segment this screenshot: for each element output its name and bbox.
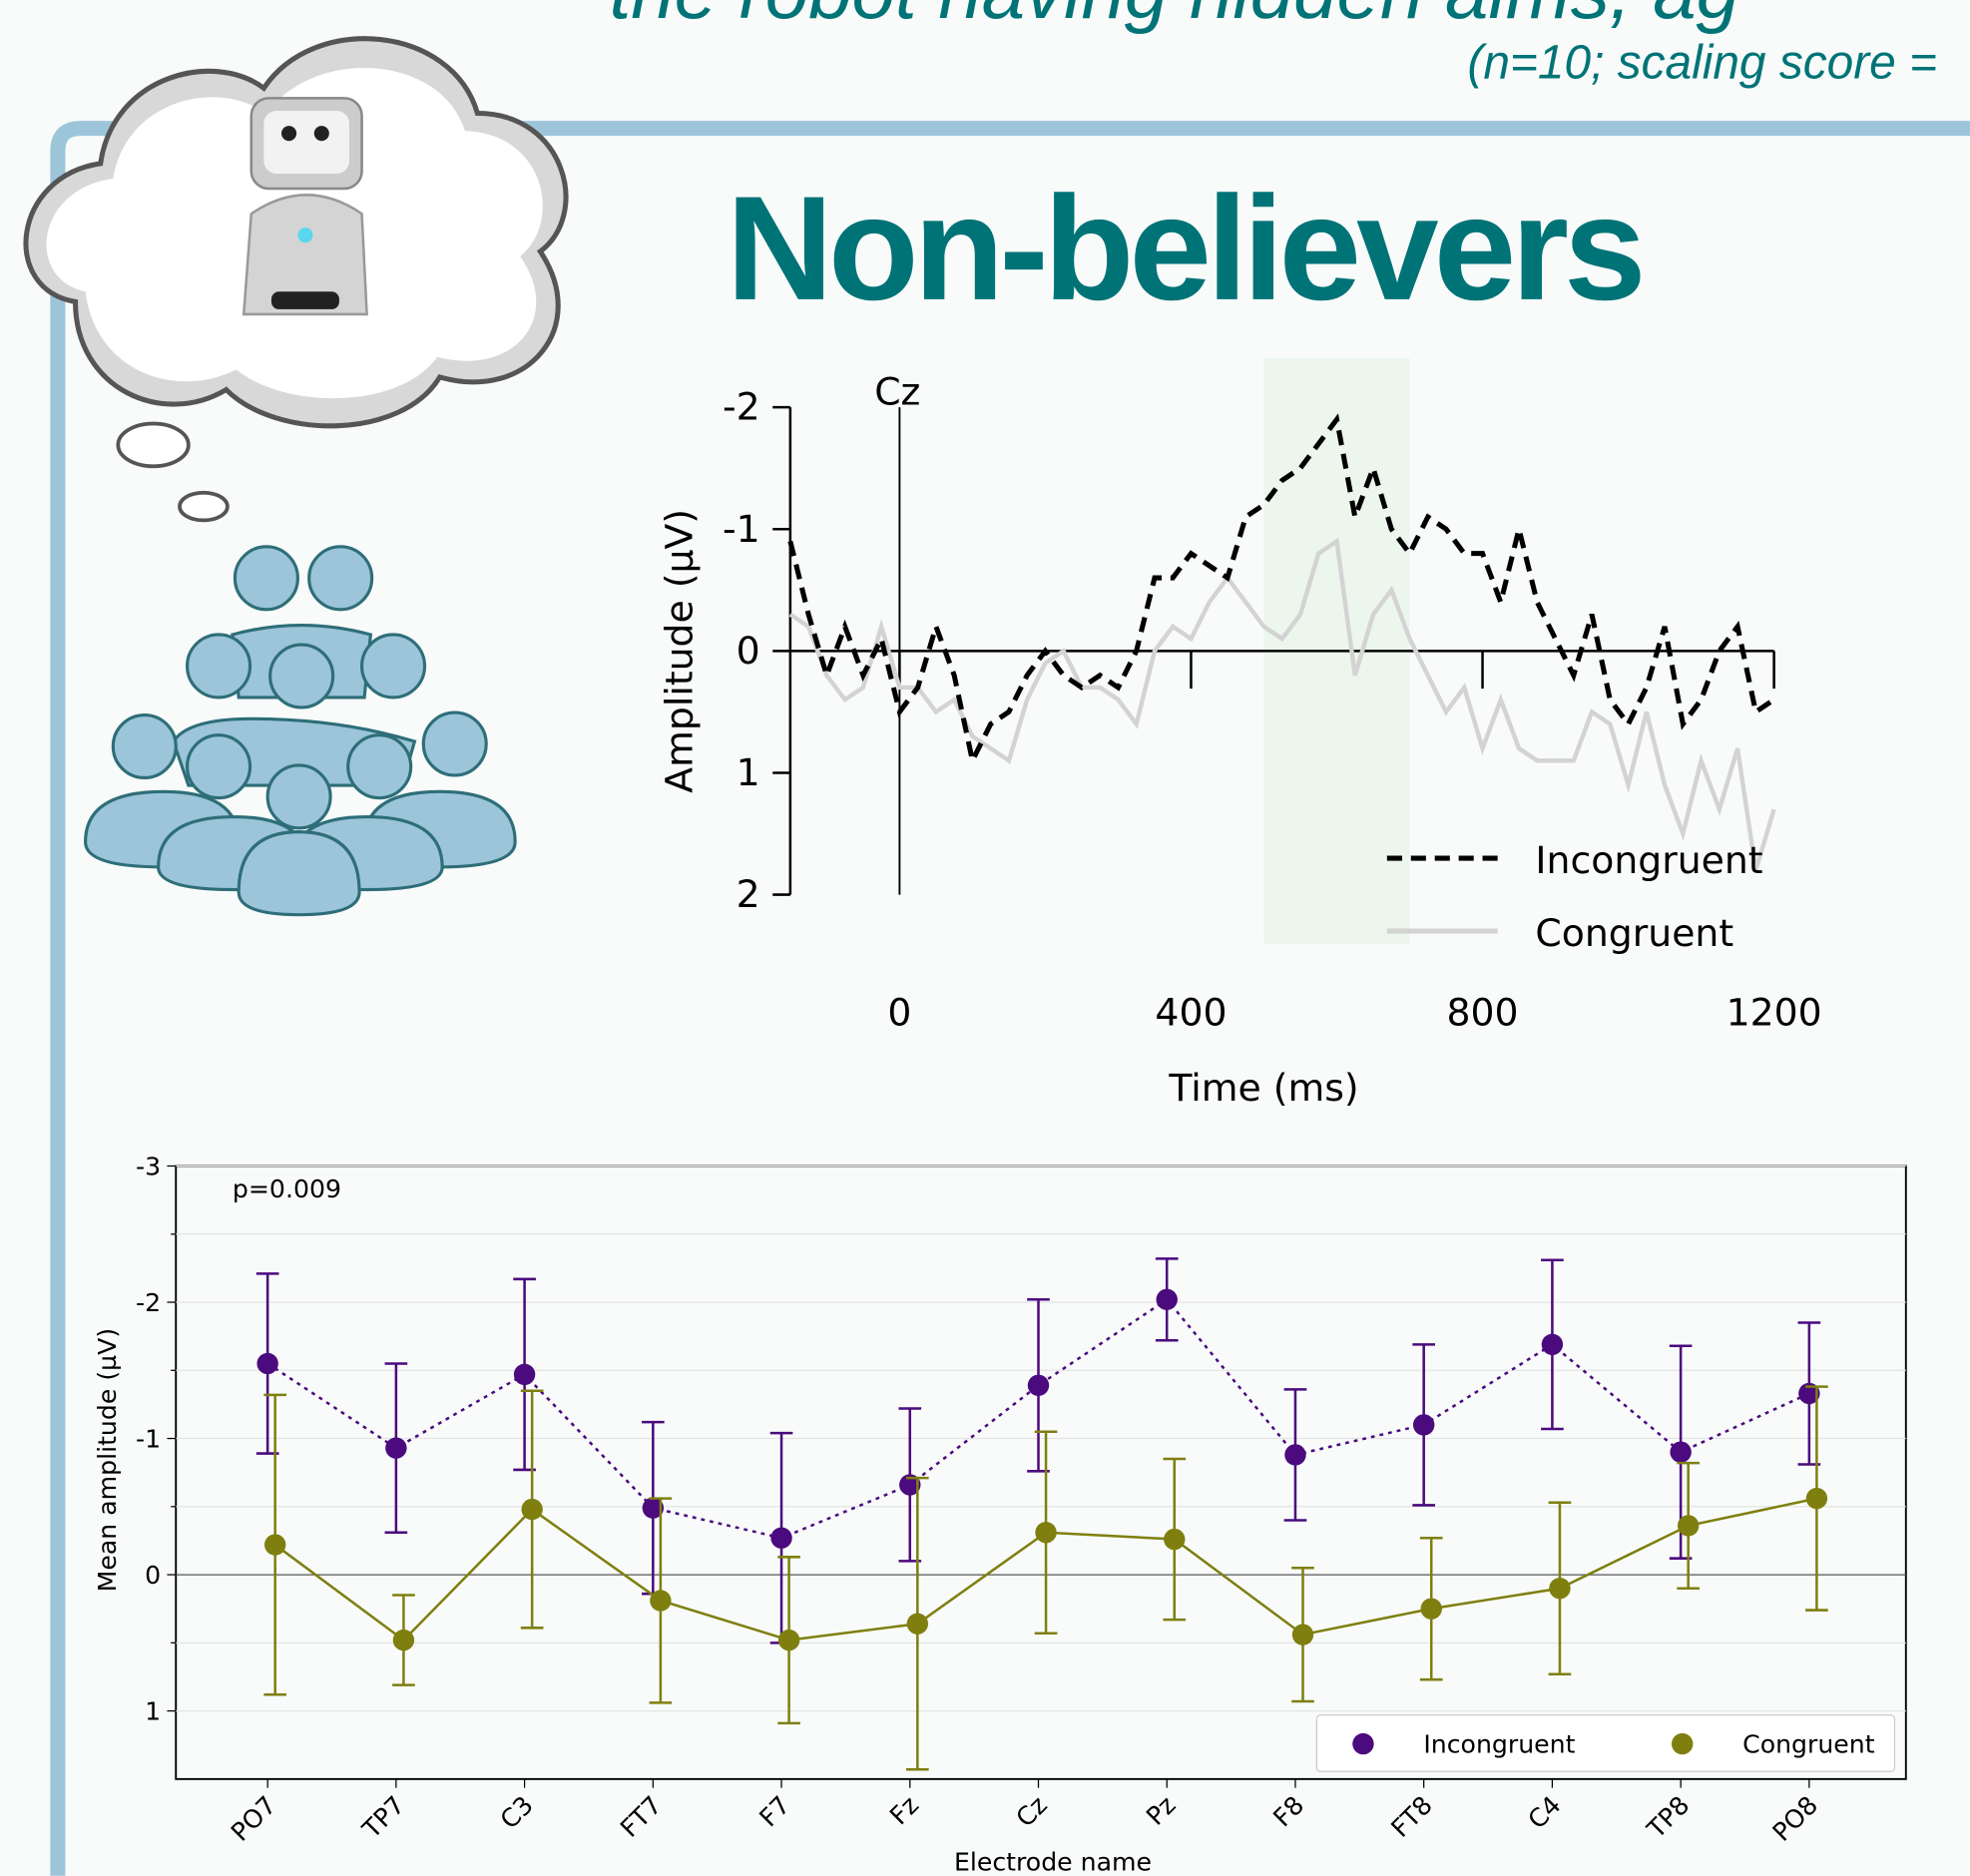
- legend-label: Congruent: [1535, 911, 1733, 955]
- x-axis-label: Electrode name: [954, 1848, 1152, 1876]
- annotation: p=0.009: [233, 1174, 341, 1203]
- y-tick-label: -2: [723, 385, 760, 429]
- marker: [1421, 1598, 1442, 1619]
- marker: [778, 1630, 799, 1650]
- marker: [1549, 1578, 1570, 1599]
- y-tick-label: 0: [145, 1561, 161, 1590]
- y-tick-label: -2: [136, 1288, 161, 1317]
- marker: [1028, 1375, 1049, 1396]
- legend-label: Incongruent: [1535, 838, 1762, 882]
- marker: [264, 1534, 285, 1555]
- poster: the robot having hidden aims, ag (n=10; …: [0, 0, 1970, 1876]
- x-axis-label: Time (ms): [1168, 1066, 1358, 1110]
- marker: [1542, 1334, 1563, 1355]
- marker: [1292, 1624, 1313, 1644]
- x-tick-label: 800: [1447, 990, 1519, 1034]
- marker: [1806, 1488, 1827, 1509]
- group-title: Non-believers: [727, 167, 1642, 331]
- marker: [1284, 1444, 1305, 1465]
- marker: [770, 1528, 791, 1549]
- y-tick-label: 2: [737, 872, 760, 916]
- marker: [1164, 1529, 1185, 1550]
- x-tick-label: 0: [887, 990, 911, 1034]
- y-tick-label: 1: [145, 1696, 161, 1725]
- marker: [1035, 1522, 1056, 1543]
- legend-label: Congruent: [1742, 1729, 1875, 1758]
- marker: [1670, 1441, 1691, 1462]
- y-tick-label: -3: [136, 1152, 161, 1180]
- marker: [385, 1437, 406, 1458]
- legend-marker: [1672, 1733, 1693, 1754]
- marker: [1413, 1414, 1434, 1435]
- marker: [907, 1614, 928, 1635]
- marker: [521, 1499, 542, 1520]
- poster-title: the robot having hidden aims, ag: [610, 0, 1739, 35]
- y-tick-label: 1: [737, 750, 760, 794]
- y-tick-label: -1: [723, 507, 760, 551]
- legend-label: Incongruent: [1423, 1729, 1575, 1758]
- marker: [1157, 1289, 1178, 1310]
- marker: [514, 1364, 535, 1385]
- y-tick-label: -1: [136, 1424, 161, 1453]
- x-tick-label: 400: [1155, 990, 1227, 1034]
- y-tick-label: 0: [737, 629, 760, 673]
- legend-marker: [1352, 1733, 1373, 1754]
- y-axis-label: Mean amplitude (µV): [93, 1328, 122, 1593]
- marker: [650, 1590, 671, 1611]
- marker: [256, 1353, 277, 1374]
- poster-subtitle: (n=10; scaling score =: [1467, 36, 1937, 89]
- x-tick-label: 1200: [1726, 990, 1822, 1034]
- marker: [1678, 1515, 1699, 1536]
- marker: [393, 1630, 414, 1650]
- y-axis-label: Amplitude (µV): [658, 509, 702, 793]
- plot-area: [176, 1166, 1906, 1778]
- electrode-label: Cz: [874, 370, 920, 414]
